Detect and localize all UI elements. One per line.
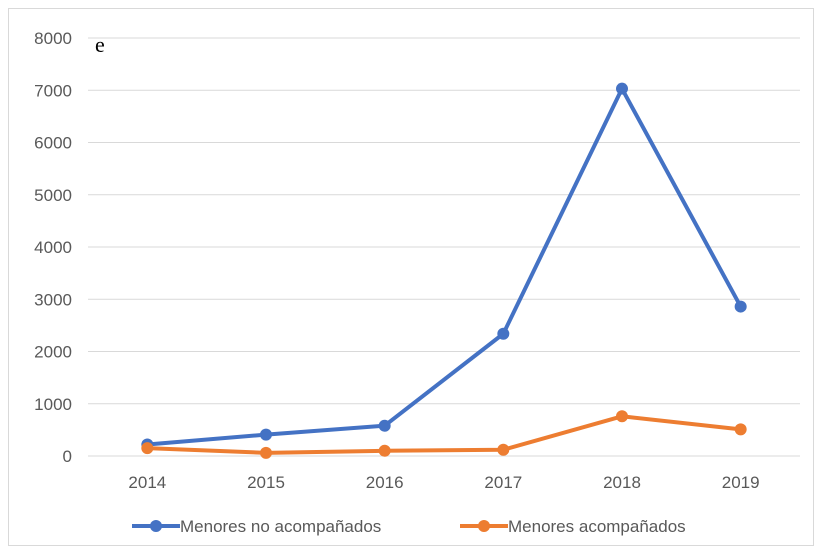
y-tick-label: 6000 [34,134,72,153]
data-point [260,428,272,441]
x-tick-label: 2015 [247,473,285,492]
x-tick-label: 2016 [366,473,404,492]
corner-mark: e [95,32,105,57]
data-point [260,446,272,459]
y-tick-label: 5000 [34,186,72,205]
legend-marker-no-acompanados [150,520,162,532]
series-0 [141,82,747,451]
legend-item-no-acompanados: Menores no acompañados [132,517,381,536]
x-tick-label: 2017 [484,473,522,492]
data-point [378,419,391,432]
gridlines [88,37,800,457]
y-tick-label: 0 [63,447,72,466]
data-point [378,444,391,457]
y-tick-label: 1000 [34,395,72,414]
y-tick-label: 8000 [34,29,72,48]
legend-label-no-acompanados: Menores no acompañados [180,517,381,536]
x-tick-label: 2019 [722,473,760,492]
legend-item-acompanados: Menores acompañados [460,517,686,536]
data-point [141,442,154,455]
data-point [734,300,747,313]
y-axis-ticks: 0 1000 2000 3000 4000 5000 6000 7000 8000 [34,29,72,466]
data-point [616,82,628,95]
data-point [616,410,628,423]
legend-marker-acompanados [478,520,490,532]
x-tick-label: 2018 [603,473,641,492]
y-tick-label: 7000 [34,81,72,100]
x-tick-label: 2014 [128,473,166,492]
x-axis-ticks: 2014 2015 2016 2017 2018 2019 [128,473,759,492]
y-tick-label: 2000 [34,343,72,362]
series-line-0 [145,86,743,447]
y-tick-label: 3000 [34,290,72,309]
legend: Menores no acompañados Menores acompañad… [132,517,686,536]
data-point [497,443,510,456]
series-1 [141,410,747,459]
legend-label-acompanados: Menores acompañados [508,517,686,536]
series-line-1 [145,414,743,455]
data-point [497,327,510,340]
data-point [734,423,747,436]
y-tick-label: 4000 [34,238,72,257]
series-lines [141,82,747,459]
